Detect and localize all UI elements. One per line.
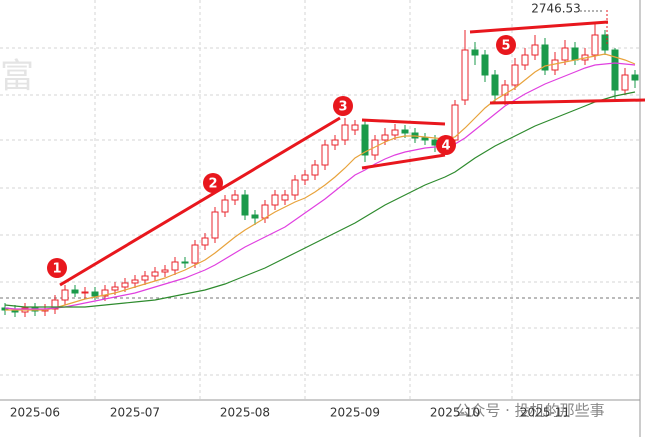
candle-body — [531, 44, 539, 56]
plot — [1, 22, 639, 317]
marker-label: 4 — [441, 139, 450, 154]
candle-body — [481, 54, 489, 76]
candle-body — [611, 49, 619, 91]
candle-body — [181, 261, 189, 264]
candle-body — [361, 124, 369, 156]
moving-average-line — [4, 62, 636, 310]
marker-label: 3 — [338, 100, 347, 115]
candle-body — [471, 49, 479, 56]
candle-body — [111, 286, 119, 291]
x-tick-label: 2025-08 — [220, 406, 270, 420]
x-tick-label: 2025-06 — [10, 406, 60, 420]
candle-body — [561, 47, 569, 61]
candle-body — [201, 237, 209, 246]
candle-body — [231, 194, 239, 201]
watermark: 公众号 · 投机的那些事 — [455, 402, 604, 420]
candle-body — [151, 271, 159, 277]
trend-lines — [59, 10, 645, 287]
x-tick-label: 2025-10 — [430, 406, 480, 420]
x-tick-label: 2025-11 — [520, 406, 570, 420]
candle-body — [121, 282, 129, 288]
candle-body — [311, 164, 319, 176]
candle-body — [61, 289, 69, 301]
candle-body — [221, 199, 229, 213]
x-tick-label: 2025-07 — [110, 406, 160, 420]
candle-body — [141, 275, 149, 281]
candle-body — [81, 291, 89, 294]
candle-body — [281, 194, 289, 201]
candle-body — [341, 124, 349, 141]
candle-body — [571, 47, 579, 61]
candle-body — [211, 211, 219, 239]
candle-body — [91, 291, 99, 297]
candle-body — [421, 137, 429, 141]
candle-body — [301, 174, 309, 181]
watermark-logo: 富 — [0, 57, 34, 97]
candle-body — [251, 214, 259, 219]
moving-average-line — [5, 53, 636, 311]
candle-body — [601, 34, 609, 51]
candle-body — [511, 64, 519, 86]
candle-body — [51, 299, 59, 310]
candle-body — [291, 179, 299, 196]
candle-body — [241, 194, 249, 216]
candle-body — [451, 104, 459, 141]
candle-body — [631, 74, 639, 81]
candle-body — [191, 244, 199, 264]
marker-circle — [436, 135, 456, 155]
candle-body — [501, 84, 509, 96]
candle-body — [591, 34, 599, 56]
marker-circle — [203, 173, 223, 193]
candle-body — [331, 139, 339, 146]
peak-label: 2746.53 — [531, 2, 581, 16]
marker-label: 1 — [52, 262, 61, 277]
candle-body — [541, 44, 549, 71]
candle-body — [161, 269, 169, 273]
marker-circle — [47, 258, 67, 278]
moving-average-line — [4, 91, 636, 308]
candle-body — [461, 49, 469, 101]
markers: 1 2 3 4 5 — [47, 35, 516, 278]
candle-body — [321, 144, 329, 166]
x-tick-label: 2025-09 — [330, 406, 380, 420]
candle-body — [391, 129, 399, 136]
candle-body — [101, 289, 109, 297]
candle-body — [401, 129, 409, 134]
marker-label: 5 — [501, 39, 510, 54]
marker-circle — [333, 96, 353, 116]
candle-body — [351, 124, 359, 131]
candle-body — [521, 54, 529, 66]
candle-body — [271, 194, 279, 206]
candle-body — [131, 279, 139, 284]
candle-body — [381, 134, 389, 141]
candle-body — [491, 74, 499, 96]
candle-body — [171, 261, 179, 271]
candle-body — [71, 289, 79, 294]
marker-label: 2 — [208, 177, 217, 192]
marker-circle — [496, 35, 516, 55]
candle-body — [621, 74, 629, 91]
